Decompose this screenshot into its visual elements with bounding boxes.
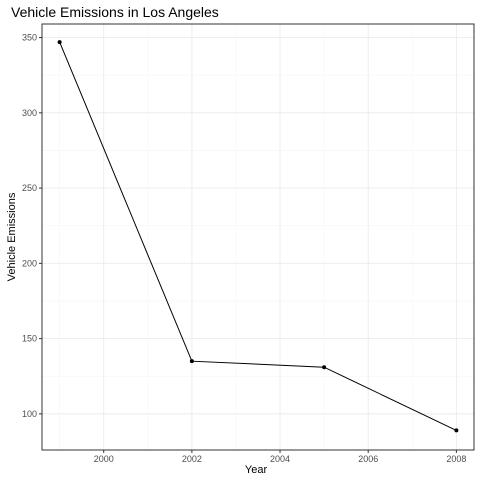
series-layer [57, 40, 459, 433]
y-tick-label: 250 [22, 183, 37, 193]
y-tick-label: 200 [22, 258, 37, 268]
y-axis-title: Vehicle Emissions [6, 192, 18, 281]
data-point [322, 365, 327, 370]
grid [42, 24, 474, 450]
panel-border [41, 23, 475, 451]
y-tick-label: 350 [22, 33, 37, 43]
x-tick-label: 2002 [182, 454, 202, 464]
series-line [59, 41, 457, 431]
x-tick-label: 2004 [270, 454, 290, 464]
x-tick-label: 2000 [94, 454, 114, 464]
data-point [189, 359, 194, 364]
axes: 2000 2002 2004 2006 2008 100 150 200 250 300 350 [22, 33, 466, 464]
y-tick-label: 100 [22, 409, 37, 419]
data-point [454, 428, 459, 433]
x-tick-label: 2008 [446, 454, 466, 464]
y-tick-label: 300 [22, 108, 37, 118]
y-tick-label: 150 [22, 334, 37, 344]
data-point [57, 40, 62, 45]
x-axis-title: Year [245, 464, 268, 476]
x-tick-label: 2006 [358, 454, 378, 464]
chart-title: Vehicle Emissions in Los Angeles [11, 4, 219, 20]
